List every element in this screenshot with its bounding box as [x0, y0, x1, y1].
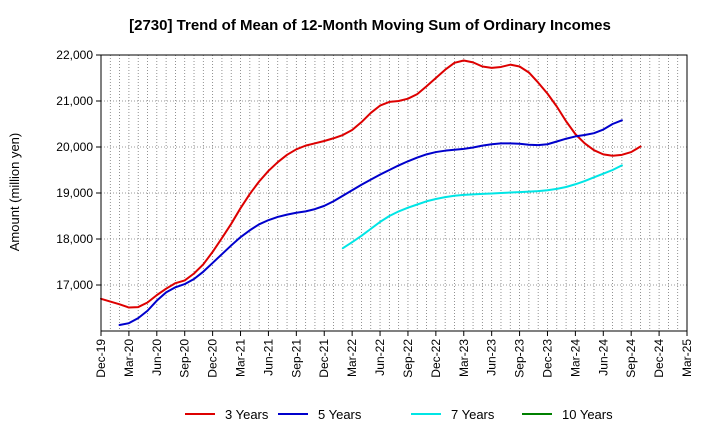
grid-layer [101, 55, 687, 331]
x-tick-label: Mar-21 [234, 339, 248, 377]
x-axis: Dec-19 Mar-20 Jun-20 Sep-20 Dec-20 Mar-21 Jun-… [94, 331, 694, 378]
x-tick-label: Jun-21 [261, 339, 275, 376]
x-tick-label: Dec-21 [317, 339, 331, 378]
series-line-5-years [118, 119, 623, 327]
x-tick-label: Dec-20 [206, 339, 220, 378]
x-tick-label: Jun-22 [373, 339, 387, 376]
chart-title: [2730] Trend of Mean of 12-Month Moving … [129, 17, 611, 34]
legend: 3 Years 5 Years 7 Years 10 Years [185, 407, 613, 422]
x-tick-label: Mar-20 [122, 339, 136, 377]
x-tick-label: Sep-22 [401, 339, 415, 378]
x-tick-label: Sep-20 [178, 339, 192, 378]
series-line-3-years [100, 59, 642, 309]
x-tick-label: Mar-24 [568, 339, 582, 377]
y-tick-label: 22,000 [56, 48, 93, 62]
x-tick-label: Sep-24 [624, 339, 638, 378]
x-tick-label: Jun-24 [596, 339, 610, 376]
y-tick-label: 17,000 [56, 278, 93, 292]
x-tick-label: Jun-20 [150, 339, 164, 376]
series-line-7-years [341, 164, 623, 250]
x-tick-label: Dec-22 [429, 339, 443, 378]
x-tick-label: Sep-21 [289, 339, 303, 378]
x-tick-label: Sep-23 [513, 339, 527, 378]
series-layer [100, 59, 642, 327]
x-tick-label: Mar-22 [345, 339, 359, 377]
legend-label-7-years: 7 Years [451, 407, 495, 422]
y-tick-label: 19,000 [56, 186, 93, 200]
x-tick-label: Dec-24 [652, 339, 666, 378]
x-tick-label: Dec-19 [94, 339, 108, 378]
legend-label-5-years: 5 Years [318, 407, 362, 422]
y-axis: 17,000 18,000 19,000 20,000 21,000 22,000 [56, 48, 101, 292]
x-tick-label: Jun-23 [485, 339, 499, 376]
legend-label-3-years: 3 Years [225, 407, 269, 422]
y-tick-label: 18,000 [56, 232, 93, 246]
y-tick-label: 20,000 [56, 140, 93, 154]
x-tick-label: Mar-25 [680, 339, 694, 377]
legend-label-10-years: 10 Years [562, 407, 613, 422]
y-tick-label: 21,000 [56, 94, 93, 108]
y-axis-label: Amount (million yen) [7, 133, 22, 252]
x-tick-label: Mar-23 [457, 339, 471, 377]
x-tick-label: Dec-23 [540, 339, 554, 378]
